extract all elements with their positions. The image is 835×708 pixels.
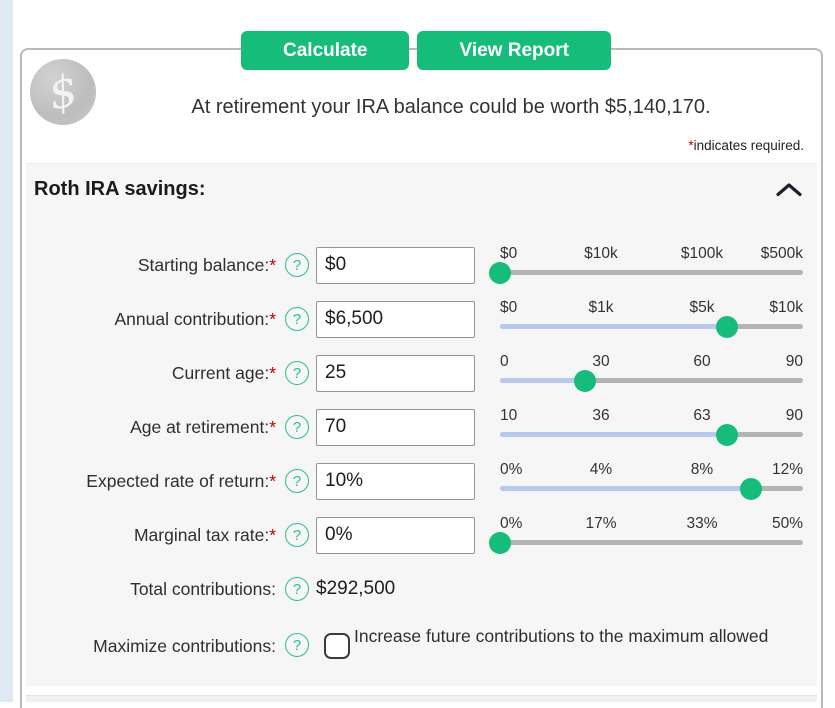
help-icon[interactable]: ? (285, 577, 309, 601)
maximize-contributions-label: Maximize contributions: (93, 636, 276, 656)
slider-tick-labels: 10 36 63 90 (500, 407, 803, 424)
section-header[interactable]: Roth IRA savings: (26, 164, 817, 214)
slider-tick-labels: 0% 17% 33% 50% (500, 515, 803, 532)
form-row: Marginal tax rate:* ? 0%17%33%50% (26, 508, 817, 562)
field-slider[interactable]: $0 $1k $5k $10k (500, 299, 803, 339)
help-icon[interactable]: ? (285, 469, 309, 493)
maximize-contributions-row: Maximize contributions: ? Increase futur… (26, 624, 817, 659)
help-icon[interactable]: ? (285, 523, 309, 547)
page-left-margin-strip (0, 0, 13, 702)
slider-track[interactable] (500, 315, 803, 338)
slider-fill (500, 378, 585, 383)
roth-ira-savings-section: Roth IRA savings: Starting balance:* ? $… (26, 163, 817, 686)
field-input[interactable] (316, 354, 475, 392)
form-row: Expected rate of return:* ? 0%4%8%12% (26, 454, 817, 508)
slider-thumb[interactable] (716, 315, 739, 338)
field-label: Expected rate of return: (86, 470, 270, 491)
form-rows: Starting balance:* ? $0$10k$100k$500k An… (26, 238, 817, 562)
slider-track[interactable] (489, 531, 803, 554)
slider-thumb[interactable] (489, 261, 511, 284)
required-asterisk: * (269, 362, 276, 383)
slider-track[interactable] (500, 423, 803, 446)
logo-glyph: $ (44, 64, 82, 120)
slider-fill (500, 486, 752, 491)
slider-tick-labels: 0 30 60 90 (500, 353, 803, 370)
field-input[interactable] (316, 408, 475, 446)
required-note-text: indicates required. (693, 138, 804, 153)
field-slider[interactable]: 0% 4% 8% 12% (500, 461, 803, 501)
form-row: Starting balance:* ? $0$10k$100k$500k (26, 238, 817, 292)
next-section-header-partial (26, 695, 817, 702)
field-label: Starting balance: (137, 254, 270, 275)
view-report-button[interactable]: View Report (417, 31, 611, 70)
field-slider[interactable]: 0% 17% 33% 50% (489, 515, 803, 555)
field-label: Annual contribution: (114, 308, 270, 329)
slider-fill (500, 432, 728, 437)
slider-track[interactable] (500, 369, 803, 392)
total-contributions-value: $292,500 (316, 578, 396, 599)
maximize-checkbox[interactable] (324, 633, 350, 659)
slider-tick-labels: 0% 4% 8% 12% (500, 461, 803, 478)
required-note: *indicates required. (688, 138, 804, 153)
slider-tick-labels: $0 $10k $100k $500k (500, 245, 803, 262)
required-asterisk: * (269, 416, 276, 437)
slider-tick-labels: $0 $1k $5k $10k (500, 299, 803, 316)
field-input[interactable] (316, 516, 475, 554)
help-icon[interactable]: ? (285, 361, 309, 385)
slider-fill (500, 324, 728, 329)
help-icon[interactable]: ? (285, 415, 309, 439)
section-title: Roth IRA savings: (34, 177, 206, 200)
field-label: Marginal tax rate: (133, 524, 270, 545)
chevron-up-icon[interactable] (775, 180, 803, 198)
help-icon[interactable]: ? (285, 633, 309, 657)
dollar-sign-logo-icon: $ (30, 59, 96, 125)
required-asterisk: * (269, 470, 276, 491)
slider-track[interactable] (489, 261, 803, 284)
slider-thumb[interactable] (573, 369, 596, 392)
calculate-button[interactable]: Calculate (241, 31, 410, 70)
field-label: Age at retirement: (130, 416, 270, 437)
field-slider[interactable]: 10 36 63 90 (500, 407, 803, 447)
required-asterisk: * (269, 524, 276, 545)
total-contributions-row: Total contributions: ? $292,500 (26, 562, 817, 616)
slider-thumb[interactable] (740, 477, 763, 500)
slider-thumb[interactable] (489, 531, 511, 554)
form-row: Annual contribution:* ? $0$1k$5k$10k (26, 292, 817, 346)
maximize-checkbox-description: Increase future contributions to the max… (354, 626, 769, 646)
field-input[interactable] (316, 246, 475, 284)
field-input[interactable] (316, 300, 475, 338)
required-asterisk: * (269, 308, 276, 329)
required-asterisk: * (269, 254, 276, 275)
required-asterisk: * (688, 138, 694, 153)
help-icon[interactable]: ? (285, 307, 309, 331)
total-contributions-label: Total contributions: (130, 578, 276, 599)
slider-track[interactable] (500, 477, 803, 500)
result-headline: At retirement your IRA balance could be … (191, 96, 711, 118)
field-label: Current age: (171, 362, 270, 383)
field-input[interactable] (316, 462, 475, 500)
help-icon[interactable]: ? (285, 253, 309, 277)
slider-thumb[interactable] (716, 423, 739, 446)
toolbar: Calculate View Report (241, 31, 611, 70)
field-slider[interactable]: 0 30 60 90 (500, 353, 803, 393)
field-slider[interactable]: $0 $10k $100k $500k (489, 245, 803, 285)
